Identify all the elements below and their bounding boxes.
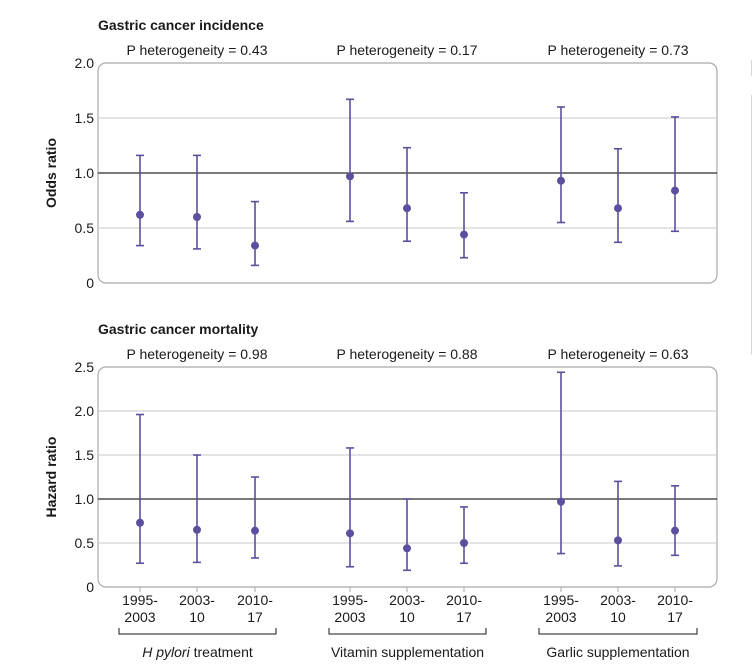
point-estimate: [136, 518, 144, 527]
point-estimate: [557, 176, 565, 185]
point-estimate: [671, 526, 679, 535]
y-tick-label: 2.5: [75, 359, 95, 375]
point-estimate: [346, 529, 354, 538]
x-category-label: 10: [399, 609, 415, 625]
point-estimate: [614, 536, 622, 545]
group-label: Garlic supplementation: [546, 644, 689, 660]
x-category-label: 17: [667, 609, 683, 625]
y-tick-label: 0: [86, 579, 94, 595]
group-label: H pylori treatment: [142, 644, 253, 660]
chart-title: Gastric cancer incidence: [98, 17, 264, 33]
point-estimate: [460, 230, 468, 239]
y-tick-label: 2.0: [75, 55, 95, 71]
point-estimate: [403, 204, 411, 213]
x-category-label: 2010-: [446, 592, 482, 608]
x-category-label: 10: [189, 609, 205, 625]
heterogeneity-label: P heterogeneity = 0.43: [126, 42, 267, 58]
y-tick-label: 0.5: [75, 220, 95, 236]
y-tick-label: 1.5: [75, 447, 95, 463]
y-tick-label: 1.0: [75, 165, 95, 181]
x-category-label: 2003-: [600, 592, 636, 608]
y-tick-label: 0: [86, 275, 94, 291]
x-category-label: 2003: [124, 609, 155, 625]
y-axis-label: Odds ratio: [43, 138, 59, 208]
edge-strip: [751, 95, 755, 355]
x-category-label: 1995-: [543, 592, 579, 608]
point-estimate: [460, 539, 468, 547]
heterogeneity-label: P heterogeneity = 0.73: [547, 42, 688, 58]
group-bracket: [538, 628, 698, 635]
group-label: Vitamin supplementation: [331, 644, 484, 660]
y-tick-label: 1.5: [75, 110, 95, 126]
x-category-label: 17: [456, 609, 472, 625]
group-bracket: [328, 628, 487, 635]
edge-marker: [751, 60, 755, 76]
heterogeneity-label: P heterogeneity = 0.17: [336, 42, 477, 58]
y-tick-label: 2.0: [75, 403, 95, 419]
x-category-label: 2003: [545, 609, 576, 625]
group-labels: H pylori treatment Vitamin supplementatio…: [118, 628, 698, 660]
point-estimate: [346, 172, 354, 181]
x-category-label: 2010-: [657, 592, 693, 608]
y-axis-label: Hazard ratio: [43, 437, 59, 518]
y-tick-label: 1.0: [75, 491, 95, 507]
point-estimate: [403, 544, 411, 553]
x-category-label: 17: [247, 609, 263, 625]
x-category-label: 1995-: [122, 592, 158, 608]
heterogeneity-label: P heterogeneity = 0.63: [547, 346, 688, 362]
x-category-label: 10: [610, 609, 626, 625]
point-estimate: [251, 241, 259, 250]
x-category-label: 1995-: [332, 592, 368, 608]
point-estimate: [136, 210, 144, 219]
x-category-label: 2010-: [237, 592, 273, 608]
heterogeneity-label: P heterogeneity = 0.98: [126, 346, 267, 362]
point-estimate: [557, 497, 565, 506]
point-estimate: [614, 204, 622, 213]
x-axis-categories: 1995-20032003-102010-171995-20032003-102…: [122, 587, 693, 625]
mortality-panel: Gastric cancer mortality 0 0.5 1.0 1.5 2.0 2.5…: [43, 321, 718, 595]
x-category-label: 2003-: [179, 592, 215, 608]
chart-title: Gastric cancer mortality: [98, 321, 259, 337]
group-bracket: [118, 628, 277, 635]
point-estimate: [193, 213, 201, 221]
point-estimate: [251, 526, 259, 535]
x-category-label: 2003-: [389, 592, 425, 608]
point-estimate: [193, 525, 201, 534]
point-estimate: [671, 186, 679, 195]
heterogeneity-label: P heterogeneity = 0.88: [336, 346, 477, 362]
x-category-label: 2003: [334, 609, 365, 625]
incidence-panel: Gastric cancer incidence 0 0.5 1.0 1.5 2.0 Odd…: [43, 17, 718, 291]
y-tick-label: 0.5: [75, 535, 95, 551]
